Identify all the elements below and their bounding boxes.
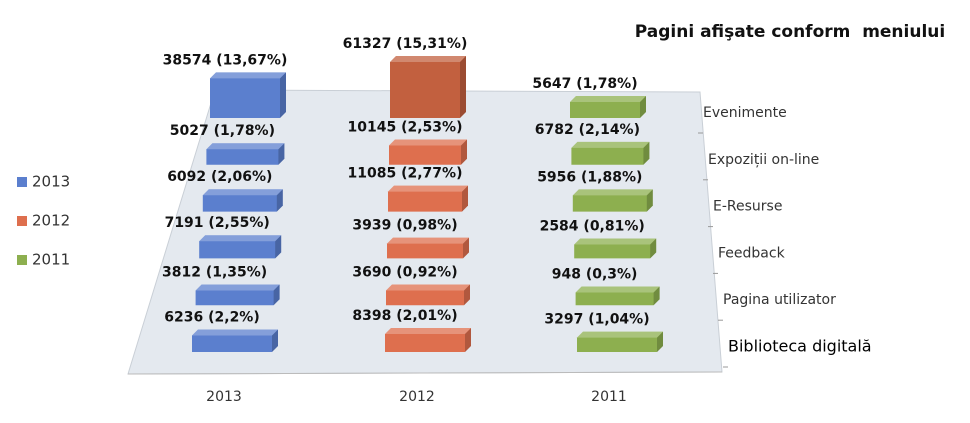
value-label: 3690 (0,92%) (352, 265, 457, 281)
x-axis (127, 371, 723, 375)
bar-top (572, 189, 653, 196)
bar (571, 141, 650, 165)
legend-label: 2012 (32, 212, 70, 230)
bar (202, 189, 283, 212)
bar (387, 237, 469, 259)
bar-top (389, 139, 467, 146)
bar-side (646, 189, 653, 212)
category-label: Pagina utilizator (723, 292, 836, 308)
value-label: 10145 (2,53%) (348, 120, 463, 136)
bar (570, 95, 646, 118)
bar (192, 329, 278, 352)
legend-label: 2013 (32, 173, 70, 191)
bar (195, 284, 280, 306)
bar-side (275, 235, 282, 259)
bar (206, 143, 285, 165)
value-label: 3939 (0,98%) (352, 218, 457, 234)
bar (577, 331, 663, 352)
bar-top (575, 286, 660, 293)
category-label: Evenimente (703, 105, 787, 121)
bar-side (657, 331, 663, 352)
bar-side (463, 237, 469, 259)
legend-swatch (17, 255, 27, 265)
value-label: 6236 (2,2%) (164, 310, 259, 326)
bar-top (577, 331, 663, 338)
bar (574, 238, 657, 259)
bar-top (210, 72, 286, 79)
bar-top (574, 238, 657, 245)
bar-top (206, 143, 285, 150)
bar (390, 56, 466, 118)
category-label: Biblioteca digitală (728, 337, 872, 356)
bar-side (278, 143, 285, 165)
bar-side (276, 189, 283, 212)
bar-side (650, 238, 657, 259)
bar-side (280, 72, 286, 118)
bar-top (388, 185, 468, 192)
value-label: 61327 (15,31%) (343, 36, 468, 52)
bar-side (640, 95, 646, 118)
bar-side (462, 185, 468, 212)
category-label: Feedback (718, 245, 786, 261)
bar-top (195, 284, 280, 291)
legend-label: 2011 (32, 251, 70, 269)
x-tick-label: 2012 (399, 389, 435, 405)
bar-side (272, 329, 278, 352)
bar (385, 327, 471, 352)
value-label: 11085 (2,77%) (348, 166, 463, 182)
value-label: 38574 (13,67%) (163, 52, 288, 68)
legend-swatch (17, 216, 27, 226)
bar (388, 185, 468, 212)
bar (389, 139, 467, 165)
bar-side (465, 327, 471, 352)
bar (386, 284, 470, 306)
bar (572, 189, 653, 212)
value-label: 5956 (1,88%) (537, 169, 642, 185)
bar-side (273, 284, 280, 306)
value-label: 948 (0,3%) (552, 267, 638, 283)
category-label: E-Resurse (713, 199, 782, 215)
value-label: 6092 (2,06%) (167, 169, 272, 185)
bar-top (390, 56, 466, 62)
value-label: 6782 (2,14%) (535, 122, 640, 138)
bar (199, 235, 282, 259)
bar (210, 72, 286, 118)
value-label: 5647 (1,78%) (532, 76, 637, 92)
value-label: 5027 (1,78%) (170, 123, 275, 139)
x-tick-label: 2011 (591, 389, 627, 405)
category-label: Expoziții on-line (708, 152, 819, 168)
bar-top (386, 284, 470, 291)
bar-side (461, 139, 467, 165)
value-label: 2584 (0,81%) (540, 219, 645, 235)
bar-top (571, 141, 650, 148)
bar (575, 286, 660, 306)
value-label: 7191 (2,55%) (165, 215, 270, 231)
chart-title: Pagini afişate conform meniului (635, 22, 945, 42)
value-label: 8398 (2,01%) (352, 308, 457, 324)
bar-top (202, 189, 283, 196)
bar-top (192, 329, 278, 336)
value-label: 3297 (1,04%) (544, 312, 649, 328)
bar-top (387, 237, 469, 244)
bar-side (464, 284, 470, 306)
value-label: 3812 (1,35%) (162, 264, 267, 280)
bar-top (199, 235, 282, 242)
bar-side (460, 56, 466, 118)
legend-swatch (17, 177, 27, 187)
bar-top (385, 327, 471, 334)
x-tick-label: 2013 (206, 389, 242, 405)
bar-side (643, 141, 650, 165)
bar-side (653, 286, 660, 306)
bar-top (570, 95, 646, 102)
